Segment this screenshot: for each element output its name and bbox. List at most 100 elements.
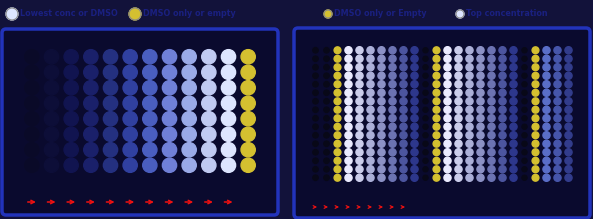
Circle shape: [554, 123, 561, 130]
Circle shape: [455, 47, 462, 54]
FancyBboxPatch shape: [2, 29, 278, 215]
Circle shape: [522, 116, 527, 121]
Circle shape: [466, 106, 473, 113]
Circle shape: [444, 81, 451, 88]
Circle shape: [334, 72, 341, 79]
Circle shape: [103, 127, 117, 141]
Circle shape: [444, 106, 451, 113]
Circle shape: [565, 132, 572, 139]
Circle shape: [510, 89, 517, 96]
Circle shape: [182, 65, 196, 79]
Circle shape: [455, 98, 462, 105]
Circle shape: [532, 123, 539, 130]
Circle shape: [488, 166, 495, 173]
Circle shape: [400, 166, 407, 173]
Circle shape: [433, 149, 440, 156]
Circle shape: [64, 65, 78, 79]
Text: Top concentration: Top concentration: [466, 9, 547, 18]
Circle shape: [510, 123, 517, 130]
Circle shape: [543, 64, 550, 71]
Circle shape: [477, 174, 484, 181]
Circle shape: [522, 48, 527, 53]
Circle shape: [324, 124, 329, 129]
Circle shape: [433, 157, 440, 164]
Circle shape: [444, 64, 451, 71]
Circle shape: [455, 81, 462, 88]
Circle shape: [477, 166, 484, 173]
Circle shape: [143, 96, 157, 110]
Circle shape: [202, 127, 216, 141]
Circle shape: [455, 72, 462, 79]
Circle shape: [400, 123, 407, 130]
Circle shape: [313, 90, 318, 95]
Circle shape: [25, 158, 39, 172]
Circle shape: [44, 65, 59, 79]
Circle shape: [356, 157, 363, 164]
Circle shape: [389, 174, 396, 181]
Circle shape: [64, 112, 78, 126]
Circle shape: [423, 150, 428, 155]
Circle shape: [400, 174, 407, 181]
Circle shape: [182, 158, 196, 172]
Circle shape: [356, 132, 363, 139]
Circle shape: [522, 90, 527, 95]
Circle shape: [356, 115, 363, 122]
Circle shape: [488, 140, 495, 147]
Circle shape: [400, 132, 407, 139]
Circle shape: [510, 140, 517, 147]
Circle shape: [510, 47, 517, 54]
Circle shape: [565, 106, 572, 113]
Circle shape: [488, 72, 495, 79]
Circle shape: [565, 64, 572, 71]
Circle shape: [522, 175, 527, 180]
Circle shape: [488, 123, 495, 130]
Circle shape: [345, 55, 352, 62]
Circle shape: [378, 174, 385, 181]
Circle shape: [423, 141, 428, 146]
Circle shape: [103, 158, 117, 172]
Circle shape: [554, 157, 561, 164]
Circle shape: [444, 140, 451, 147]
Circle shape: [455, 106, 462, 113]
Circle shape: [444, 98, 451, 105]
Circle shape: [334, 174, 341, 181]
Circle shape: [400, 98, 407, 105]
Circle shape: [411, 115, 418, 122]
Circle shape: [221, 127, 235, 141]
Circle shape: [488, 174, 495, 181]
Circle shape: [313, 56, 318, 62]
Circle shape: [543, 81, 550, 88]
Circle shape: [554, 72, 561, 79]
Circle shape: [202, 143, 216, 157]
Circle shape: [522, 99, 527, 104]
Circle shape: [123, 158, 138, 172]
Circle shape: [241, 96, 256, 110]
Circle shape: [378, 64, 385, 71]
Circle shape: [499, 47, 506, 54]
Circle shape: [241, 127, 256, 141]
Circle shape: [324, 99, 329, 104]
Circle shape: [324, 158, 329, 163]
Circle shape: [411, 89, 418, 96]
Circle shape: [444, 115, 451, 122]
Text: Lowest conc or DMSO: Lowest conc or DMSO: [20, 9, 118, 18]
Circle shape: [334, 98, 341, 105]
Circle shape: [182, 81, 196, 95]
Circle shape: [324, 166, 329, 172]
Circle shape: [378, 157, 385, 164]
Circle shape: [202, 50, 216, 64]
Circle shape: [543, 72, 550, 79]
Circle shape: [565, 149, 572, 156]
Circle shape: [543, 166, 550, 173]
Circle shape: [44, 158, 59, 172]
Circle shape: [411, 140, 418, 147]
Circle shape: [466, 64, 473, 71]
Circle shape: [466, 174, 473, 181]
Circle shape: [182, 50, 196, 64]
Circle shape: [367, 157, 374, 164]
Circle shape: [499, 98, 506, 105]
Circle shape: [389, 149, 396, 156]
Circle shape: [356, 81, 363, 88]
Circle shape: [565, 81, 572, 88]
Circle shape: [345, 81, 352, 88]
